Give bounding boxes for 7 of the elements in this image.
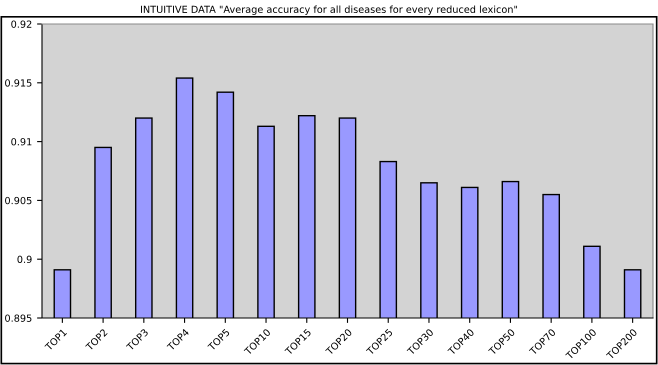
y-tick-label: 0.9 [17,256,32,264]
chart-title: INTUITIVE DATA "Average accuracy for all diseases for every reduced lexicon" [140,5,518,15]
y-tick-label: 0.915 [5,79,32,87]
y-tick-label: 0.92 [11,20,32,28]
y-tick-label: 0.905 [5,196,32,204]
y-tick-label: 0.91 [11,138,32,146]
y-tick-label: 0.895 [5,314,32,322]
